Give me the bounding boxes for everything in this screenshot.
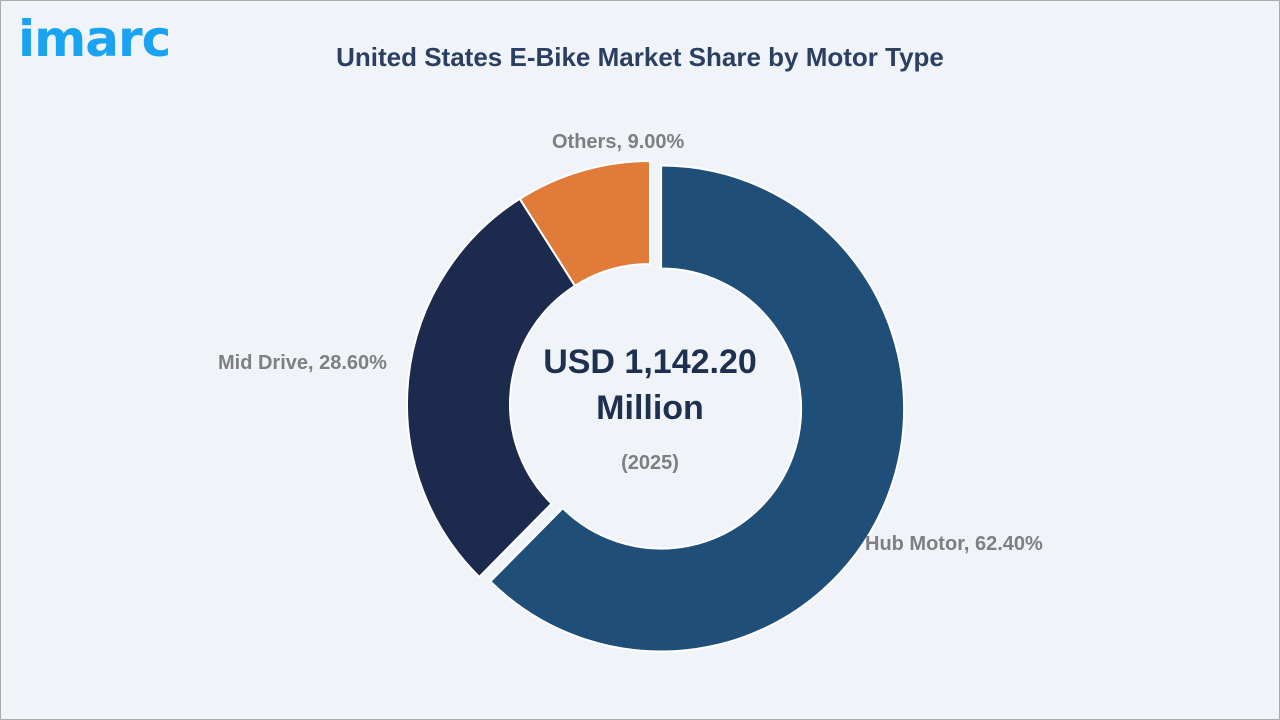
imarc-logo: imarc (18, 10, 171, 68)
chart-title: United States E-Bike Market Share by Mot… (0, 42, 1280, 73)
center-year: (2025) (621, 452, 679, 474)
label-mid-drive: Mid Drive, 28.60% (218, 352, 387, 374)
segment-hub-motor (488, 164, 906, 653)
center-total-value: USD 1,142.20 (543, 343, 757, 381)
label-hub-motor: Hub Motor, 62.40% (865, 533, 1043, 555)
chart-title-text: United States E-Bike Market Share by Mot… (336, 42, 944, 72)
center-total-unit: Million (596, 389, 704, 427)
segment-others (518, 159, 651, 288)
segment-mid-drive (406, 197, 577, 579)
label-others: Others, 9.00% (552, 131, 685, 153)
